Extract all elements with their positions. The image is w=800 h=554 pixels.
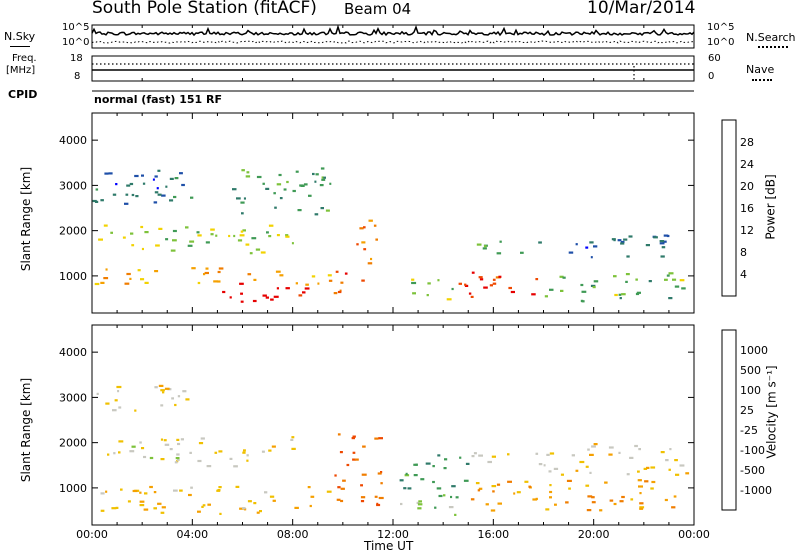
nave-tick-top: 60 xyxy=(708,53,721,64)
panel2-ylabel: Slant Range [km] xyxy=(19,377,34,483)
freq-tick-top: 18 xyxy=(70,53,83,64)
colorbar2-tick-label: 100 xyxy=(740,384,761,397)
nsky-tick-top: 10^5 xyxy=(62,22,90,33)
power-colorbar-label: Power [dB] xyxy=(763,174,778,240)
colorbar2-tick-label: 500 xyxy=(740,364,761,377)
nsky-strip-frame xyxy=(91,24,695,49)
panel2-ytick-label: 2000 xyxy=(59,437,87,450)
panel1-data xyxy=(92,167,686,303)
panel2-ytick-label: 1000 xyxy=(59,482,87,495)
freq-label-line1: Freq. xyxy=(12,53,37,64)
beam-label: Beam 04 xyxy=(344,0,412,18)
freq-strip-frame xyxy=(91,55,695,82)
colorbar1-tick-label: 4 xyxy=(740,268,747,281)
colorbar2-tick-label: 25 xyxy=(740,404,754,417)
freq-tick-bottom: 8 xyxy=(74,71,81,82)
xtick-label: 00:00 xyxy=(678,528,710,541)
colorbar1-tick-label: 28 xyxy=(740,136,754,149)
xtick-label: 08:00 xyxy=(277,528,309,541)
colorbar2-tick-label: -25 xyxy=(740,424,758,437)
xtick-label: 00:00 xyxy=(76,528,108,541)
xtick-label: 20:00 xyxy=(578,528,610,541)
nave-tick-bottom: 0 xyxy=(708,71,715,82)
colorbar1-tick-label: 12 xyxy=(740,224,754,237)
nsearch-series xyxy=(91,40,695,44)
nsky-series xyxy=(91,24,695,37)
freq-label-line2: [MHz] xyxy=(6,65,36,76)
colorbar1-tick-label: 8 xyxy=(740,246,747,259)
panel2-data xyxy=(96,384,690,516)
colorbar2-tick-label: -1000 xyxy=(740,484,772,497)
velocity-colorbar-label: Velocity [m s⁻¹] xyxy=(764,365,779,459)
colorbar2-tick-label: -100 xyxy=(740,444,765,457)
date-label: 10/Mar/2014 xyxy=(587,0,696,18)
colorbar1-tick-label: 24 xyxy=(740,158,754,171)
panel1-ytick-label: 4000 xyxy=(59,134,87,147)
colorbar2-frame xyxy=(721,329,737,511)
xaxis-label: Time UT xyxy=(364,539,414,553)
nsearch-legend-line xyxy=(758,46,788,48)
cpid-value: normal (fast) 151 RF xyxy=(94,93,222,106)
colorbar1-tick-label: 20 xyxy=(740,180,754,193)
nsearch-label: N.Search xyxy=(746,31,796,44)
panel1-frame xyxy=(91,112,695,314)
nsky-label: N.Sky xyxy=(4,30,36,43)
colorbar2-tick-label: 1000 xyxy=(740,344,768,357)
colorbar2-tick-label: -500 xyxy=(740,464,765,477)
panel2-frame xyxy=(91,324,695,526)
figure-title: South Pole Station (fitACF) xyxy=(92,0,317,18)
nsky-legend-line xyxy=(10,46,30,47)
nsky-tick-bottom: 10^0 xyxy=(62,37,90,48)
xtick-label: 16:00 xyxy=(477,528,509,541)
panel2-ytick-label: 3000 xyxy=(59,391,87,404)
nsearch-tick-bottom: 10^0 xyxy=(707,37,735,48)
colorbar1-tick-label: 16 xyxy=(740,202,754,215)
panel1-ylabel: Slant Range [km] xyxy=(19,166,34,272)
cpid-label: CPID xyxy=(8,88,38,101)
panel2-ytick-label: 4000 xyxy=(59,346,87,359)
panel1-ytick-label: 1000 xyxy=(59,270,87,283)
xtick-label: 12:00 xyxy=(377,528,409,541)
xtick-label: 04:00 xyxy=(176,528,208,541)
nsearch-tick-top: 10^5 xyxy=(707,22,735,33)
nave-legend-line xyxy=(752,79,772,81)
colorbar1-frame xyxy=(721,119,737,297)
panel1-ytick-label: 2000 xyxy=(59,225,87,238)
panel1-ytick-label: 3000 xyxy=(59,179,87,192)
nave-label: Nave xyxy=(746,63,775,76)
